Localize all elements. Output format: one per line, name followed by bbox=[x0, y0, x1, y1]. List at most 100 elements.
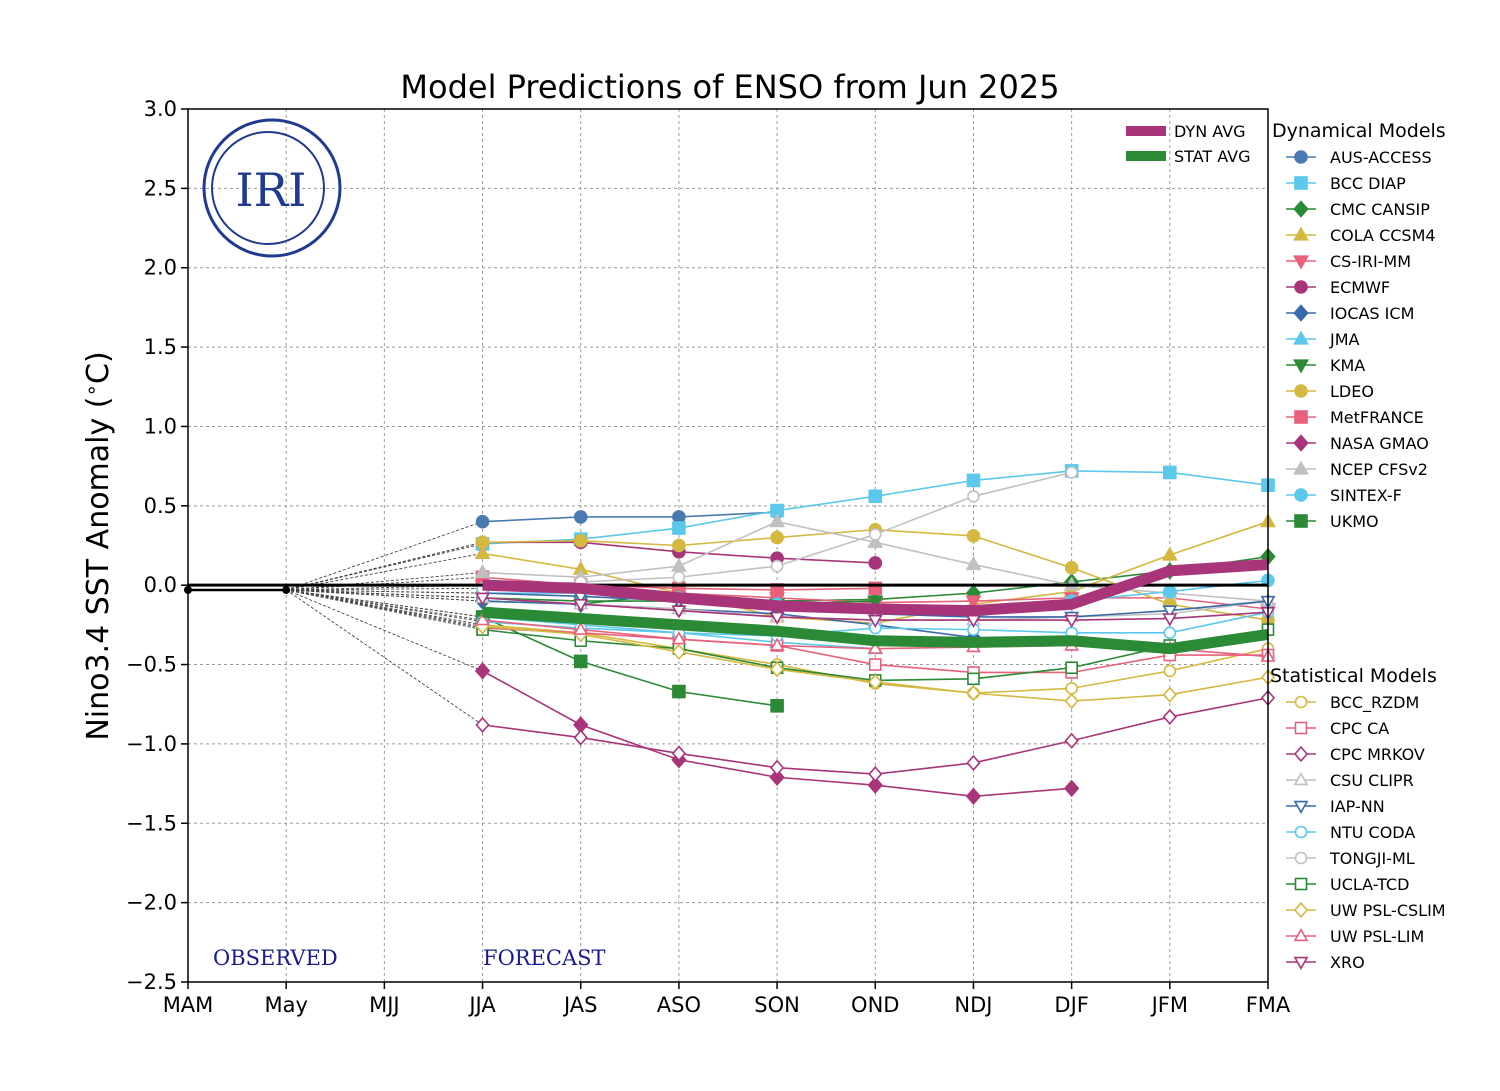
legend-statistical-title: Statistical Models bbox=[1270, 665, 1437, 687]
guide-ntu-coda bbox=[286, 589, 483, 623]
guide-cs-iri-mm bbox=[286, 584, 483, 591]
legend-label-xro: XRO bbox=[1330, 953, 1365, 972]
legend-label-tongji-ml: TONGJI-ML bbox=[1329, 849, 1415, 868]
legend-label-dyn-avg: DYN AVG bbox=[1174, 122, 1246, 141]
x-tick-label: NDJ bbox=[954, 993, 992, 1017]
guide-nasa-gmao bbox=[286, 589, 483, 672]
point-tongji-ml bbox=[770, 559, 784, 573]
legend-label-aus-access: AUS-ACCESS bbox=[1330, 148, 1432, 167]
point-xro bbox=[1064, 614, 1080, 629]
point-ldeo bbox=[672, 538, 686, 553]
legend-marker-iap-nn bbox=[1293, 800, 1309, 814]
point-tongji-ml bbox=[672, 570, 686, 584]
series-uw-psl-cslim bbox=[475, 618, 1276, 710]
legend-label-stat-avg: STAT AVG bbox=[1174, 147, 1251, 166]
legend-marker-cmc-cansip bbox=[1293, 200, 1309, 218]
point-bcc-rzdm bbox=[1163, 664, 1177, 678]
legend-averages: DYN AVG STAT AVG bbox=[1126, 122, 1251, 166]
point-uw-psl-cslim bbox=[671, 643, 687, 660]
y-tick-label: −1.0 bbox=[126, 732, 177, 756]
point-uw-psl-lim bbox=[671, 631, 687, 645]
point-xro bbox=[671, 605, 687, 619]
legend-label-nasa-gmao: NASA GMAO bbox=[1330, 434, 1429, 453]
legend-marker-ucla-tcd bbox=[1294, 877, 1308, 891]
point-cs-iri-mm bbox=[965, 595, 982, 610]
axes: 3.0 2.5 2.0 1.5 1.0 0.5 0.0 −0.5 −1.0 −1.5 −2.0 −2.… bbox=[126, 97, 1291, 1017]
y-axis-label-degree: ∘ bbox=[79, 384, 103, 397]
y-tick-label: 3.0 bbox=[144, 97, 177, 121]
legend-marker-ukmo bbox=[1294, 514, 1308, 528]
legend-marker-bcc-diap bbox=[1294, 176, 1308, 190]
logo-text: IRI bbox=[236, 163, 307, 217]
x-tick-label: May bbox=[264, 993, 307, 1017]
legend-label-ucla-tcd: UCLA-TCD bbox=[1330, 875, 1409, 894]
x-tick-label: DJF bbox=[1054, 993, 1088, 1017]
legend-marker-sintex-f bbox=[1294, 488, 1308, 502]
x-tick-label: JJA bbox=[467, 993, 496, 1017]
point-aus-access bbox=[475, 514, 490, 529]
point-xro bbox=[1162, 613, 1178, 627]
guide-ukmo bbox=[286, 589, 483, 618]
point-cpc-ca bbox=[868, 658, 882, 671]
y-tick-label: −1.5 bbox=[126, 811, 177, 835]
guide-cola-ccsm4 bbox=[286, 552, 483, 591]
legend-label-cola-ccsm4: COLA CCSM4 bbox=[1330, 226, 1436, 245]
iri-logo: IRI bbox=[202, 118, 348, 260]
point-uw-psl-lim bbox=[867, 640, 883, 654]
x-tick-label: MAM bbox=[163, 993, 214, 1017]
point-nasa-gmao bbox=[1063, 779, 1080, 798]
legend-label-bcc-rzdm: BCC_RZDM bbox=[1330, 693, 1419, 713]
point-xro bbox=[769, 611, 785, 625]
y-axis-label: Nino3.4 SST Anomaly (∘C) bbox=[79, 351, 116, 740]
y-tick-label: −2.0 bbox=[126, 891, 177, 915]
point-ucla-tcd bbox=[967, 672, 980, 686]
guide-metfrance bbox=[286, 576, 483, 591]
point-uw-psl-cslim bbox=[1064, 692, 1079, 710]
legend-label-ldeo: LDEO bbox=[1330, 382, 1374, 401]
guide-bcc-diap bbox=[286, 543, 483, 591]
point-cpc-mrkov bbox=[671, 745, 687, 762]
point-ldeo bbox=[573, 533, 588, 548]
point-cpc-mrkov bbox=[868, 765, 883, 783]
point-ncep-cfsv2 bbox=[769, 513, 786, 528]
legend-label-kma: KMA bbox=[1330, 356, 1365, 375]
point-tongji-ml bbox=[967, 489, 980, 503]
point-ldeo bbox=[770, 530, 784, 545]
point-cpc-mrkov bbox=[573, 729, 588, 746]
point-uw-psl-lim bbox=[573, 621, 589, 635]
point-bcc-diap bbox=[1163, 465, 1177, 480]
legend-label-sintex-f: SINTEX-F bbox=[1330, 486, 1402, 505]
legend-marker-ecmwf bbox=[1294, 280, 1308, 294]
point-ldeo bbox=[966, 529, 981, 543]
point-iap-nn bbox=[1162, 605, 1178, 619]
legend-statistical: Statistical Models BCC_RZDM CPC CA CPC MRK… bbox=[1270, 665, 1446, 972]
point-ncep-cfsv2 bbox=[474, 563, 491, 579]
point-cpc-mrkov bbox=[475, 716, 490, 733]
point-ldeo bbox=[1064, 560, 1079, 575]
point-ecmwf bbox=[868, 556, 883, 570]
y-axis-label-end: C) bbox=[81, 351, 116, 384]
series-aus-access bbox=[475, 505, 784, 529]
legend-label-ecmwf: ECMWF bbox=[1330, 278, 1390, 297]
legend-label-cmc-cansip: CMC CANSIP bbox=[1330, 200, 1430, 219]
point-nasa-gmao bbox=[965, 787, 982, 806]
legend-label-csu-clipr: CSU CLIPR bbox=[1330, 771, 1414, 790]
legend-marker-ntu-coda bbox=[1294, 825, 1308, 839]
legend-dynamical: Dynamical Models AUS-ACCESS BCC DIAP CMC C… bbox=[1272, 120, 1446, 531]
legend-label-ukmo: UKMO bbox=[1330, 512, 1379, 531]
legend-label-cs-iri-mm: CS-IRI-MM bbox=[1330, 252, 1411, 271]
point-ntu-coda bbox=[1163, 626, 1177, 640]
avg-line-stat-avg bbox=[482, 606, 1269, 655]
legend-label-ncep-cfsv2: NCEP CFSv2 bbox=[1330, 460, 1428, 479]
point-cpc-mrkov bbox=[1162, 708, 1177, 726]
y-tick-label: 0.0 bbox=[144, 573, 177, 597]
x-tick-label: JFM bbox=[1150, 993, 1188, 1017]
point-bcc-diap bbox=[672, 521, 686, 535]
legend-label-uw-psl-lim: UW PSL-LIM bbox=[1330, 927, 1424, 946]
point-nasa-gmao bbox=[769, 768, 785, 786]
legend-marker-tongji-ml bbox=[1294, 851, 1308, 865]
observed-to-forecast-guides bbox=[285, 521, 483, 726]
point-bcc-diap bbox=[966, 473, 981, 488]
guide-cpc-ca bbox=[286, 589, 483, 629]
